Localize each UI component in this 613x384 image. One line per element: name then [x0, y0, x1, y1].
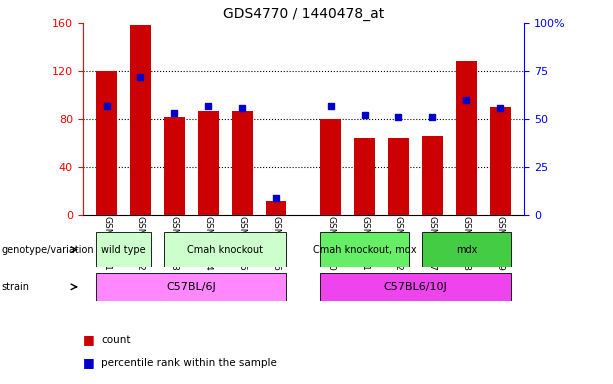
Bar	[96, 273, 286, 301]
Bar	[164, 117, 185, 215]
Bar	[422, 136, 443, 215]
Text: C57BL6/10J: C57BL6/10J	[384, 282, 447, 292]
Bar	[388, 138, 409, 215]
Bar	[131, 25, 151, 215]
Bar	[198, 111, 219, 215]
Bar	[422, 232, 511, 267]
Bar	[96, 71, 116, 215]
Text: C57BL/6J: C57BL/6J	[167, 282, 216, 292]
Bar	[321, 119, 341, 215]
Text: Cmah knockout: Cmah knockout	[188, 245, 264, 255]
Text: strain: strain	[1, 282, 29, 292]
Text: Cmah knockout, mdx: Cmah knockout, mdx	[313, 245, 416, 255]
Text: ■: ■	[83, 356, 94, 369]
Text: mdx: mdx	[455, 245, 477, 255]
Text: wild type: wild type	[101, 245, 146, 255]
Bar	[96, 232, 151, 267]
Bar	[232, 111, 253, 215]
Bar	[164, 232, 286, 267]
Bar	[321, 232, 409, 267]
Bar	[321, 273, 511, 301]
Bar	[354, 138, 375, 215]
Bar	[266, 200, 286, 215]
Text: genotype/variation: genotype/variation	[1, 245, 94, 255]
Text: count: count	[101, 335, 131, 345]
Text: percentile rank within the sample: percentile rank within the sample	[101, 358, 277, 368]
Bar	[490, 107, 511, 215]
Title: GDS4770 / 1440478_at: GDS4770 / 1440478_at	[223, 7, 384, 21]
Bar	[456, 61, 476, 215]
Text: ■: ■	[83, 333, 94, 346]
